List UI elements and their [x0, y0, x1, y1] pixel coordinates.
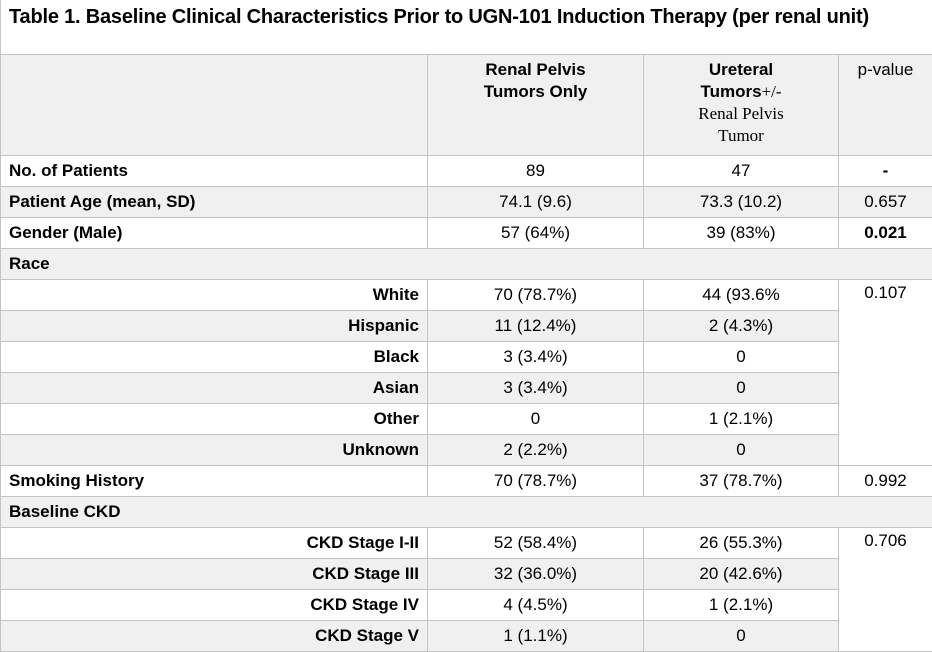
value-white-renal-pelvis: 70 (78.7%) [427, 279, 644, 311]
label-ckd-stage-1-2: CKD Stage I-II [0, 527, 428, 559]
value-smoking-ureteral: 37 (78.7%) [643, 465, 839, 497]
value-hispanic-ureteral: 2 (4.3%) [643, 310, 839, 342]
label-race-asian: Asian [0, 372, 428, 404]
header-ureteral-suffix-text: +/- [761, 82, 782, 101]
header-ureteral-sub-text: Renal Pelvis Tumor [698, 104, 784, 145]
label-no-of-patients: No. of Patients [0, 155, 428, 187]
row-smoking-history: Smoking History 70 (78.7%) 37 (78.7%) 0.… [0, 465, 932, 497]
value-black-renal-pelvis: 3 (3.4%) [427, 341, 644, 373]
label-ckd-stage-3: CKD Stage III [0, 558, 428, 590]
value-white-ureteral: 44 (93.6% [643, 279, 839, 311]
section-row-baseline-ckd: Baseline CKD [0, 496, 932, 528]
value-smoking-renal-pelvis: 70 (78.7%) [427, 465, 644, 497]
value-ckd-3-ureteral: 20 (42.6%) [643, 558, 839, 590]
header-p-value: p-value [838, 54, 932, 156]
pvalue-ckd-merged: 0.706 [838, 527, 932, 652]
row-ckd-stage-1-2: CKD Stage I-II 52 (58.4%) 26 (55.3%) 0.7… [0, 527, 932, 652]
value-other-ureteral: 1 (2.1%) [643, 403, 839, 435]
table-caption: Table 1. Baseline Clinical Characteristi… [0, 0, 932, 54]
row-race-hispanic: Hispanic 11 (12.4%) 2 (4.3%) [0, 310, 932, 342]
pvalue-race-merged: 0.107 [838, 279, 932, 466]
value-asian-ureteral: 0 [643, 372, 839, 404]
label-race-hispanic: Hispanic [0, 310, 428, 342]
pvalue-patients: - [838, 155, 932, 187]
header-ureteral-label: Ureteral Tumors+/- Renal Pelvis Tumor [685, 59, 797, 147]
row-gender-male: Gender (Male) 57 (64%) 39 (83%) 0.021 [0, 217, 932, 249]
header-ureteral-tumors: Ureteral Tumors+/- Renal Pelvis Tumor [643, 54, 839, 156]
row-race-white: White 70 (78.7%) 44 (93.6% 0.107 [0, 279, 932, 466]
section-label-baseline-ckd: Baseline CKD [0, 496, 932, 528]
value-ckd-1-2-ureteral: 26 (55.3%) [643, 527, 839, 559]
row-patient-age: Patient Age (mean, SD) 74.1 (9.6) 73.3 (… [0, 186, 932, 218]
value-age-renal-pelvis: 74.1 (9.6) [427, 186, 644, 218]
value-gender-ureteral: 39 (83%) [643, 217, 839, 249]
label-race-white: White [0, 279, 428, 311]
row-ckd-stage-3: CKD Stage III 32 (36.0%) 20 (42.6%) [0, 558, 932, 590]
table-header-row: Renal Pelvis Tumors Only Ureteral Tumors… [0, 54, 932, 156]
value-ckd-1-2-renal-pelvis: 52 (58.4%) [427, 527, 644, 559]
row-no-of-patients: No. of Patients 89 47 - [0, 155, 932, 187]
label-patient-age: Patient Age (mean, SD) [0, 186, 428, 218]
header-renal-pelvis-label: Renal Pelvis Tumors Only [483, 60, 588, 101]
row-ckd-stage-5: CKD Stage V 1 (1.1%) 0 [0, 620, 932, 652]
value-hispanic-renal-pelvis: 11 (12.4%) [427, 310, 644, 342]
value-ckd-5-renal-pelvis: 1 (1.1%) [427, 620, 644, 652]
label-smoking-history: Smoking History [0, 465, 428, 497]
label-race-other: Other [0, 403, 428, 435]
pvalue-age: 0.657 [838, 186, 932, 218]
value-ckd-5-ureteral: 0 [643, 620, 839, 652]
value-patients-ureteral: 47 [643, 155, 839, 187]
row-ckd-stage-4: CKD Stage IV 4 (4.5%) 1 (2.1%) [0, 589, 932, 621]
row-race-asian: Asian 3 (3.4%) 0 [0, 372, 932, 404]
label-ckd-stage-5: CKD Stage V [0, 620, 428, 652]
header-renal-pelvis-tumors-only: Renal Pelvis Tumors Only [427, 54, 644, 156]
value-asian-renal-pelvis: 3 (3.4%) [427, 372, 644, 404]
pvalue-gender: 0.021 [838, 217, 932, 249]
value-other-renal-pelvis: 0 [427, 403, 644, 435]
value-gender-renal-pelvis: 57 (64%) [427, 217, 644, 249]
value-age-ureteral: 73.3 (10.2) [643, 186, 839, 218]
baseline-characteristics-table: Renal Pelvis Tumors Only Ureteral Tumors… [0, 54, 932, 652]
row-race-other: Other 0 1 (2.1%) [0, 403, 932, 435]
label-gender-male: Gender (Male) [0, 217, 428, 249]
value-patients-renal-pelvis: 89 [427, 155, 644, 187]
section-label-race: Race [0, 248, 932, 280]
pvalue-smoking: 0.992 [838, 465, 932, 497]
label-ckd-stage-4: CKD Stage IV [0, 589, 428, 621]
row-race-black: Black 3 (3.4%) 0 [0, 341, 932, 373]
value-ckd-3-renal-pelvis: 32 (36.0%) [427, 558, 644, 590]
value-ckd-4-renal-pelvis: 4 (4.5%) [427, 589, 644, 621]
row-race-unknown: Unknown 2 (2.2%) 0 [0, 434, 932, 466]
header-ureteral-bold-text: Ureteral Tumors [700, 60, 774, 101]
label-race-unknown: Unknown [0, 434, 428, 466]
value-unknown-ureteral: 0 [643, 434, 839, 466]
label-race-black: Black [0, 341, 428, 373]
value-black-ureteral: 0 [643, 341, 839, 373]
value-unknown-renal-pelvis: 2 (2.2%) [427, 434, 644, 466]
header-empty-cell [0, 54, 428, 156]
section-row-race: Race [0, 248, 932, 280]
value-ckd-4-ureteral: 1 (2.1%) [643, 589, 839, 621]
